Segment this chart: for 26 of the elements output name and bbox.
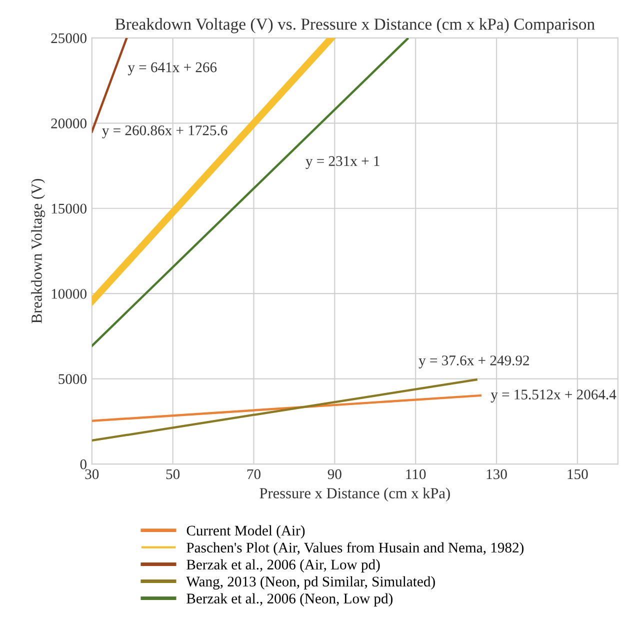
legend-label: Paschen's Plot (Air, Values from Husain and Nema, 1982) — [186, 542, 524, 556]
y-tick-label: 25000 — [51, 33, 86, 44]
x-tick-label: 70 — [247, 469, 260, 480]
chart-title: Breakdown Voltage (V) vs. Pressure x Distance (cm x kPa) Comparison — [115, 18, 595, 34]
x-tick-label: 150 — [568, 469, 588, 480]
annotation: y = 641x + 266 — [128, 62, 217, 76]
x-tick-label: 130 — [486, 469, 507, 480]
y-axis-title: Breakdown Voltage (V) — [31, 178, 46, 324]
y-tick-label: 10000 — [52, 288, 86, 299]
y-tick-label: 20000 — [51, 118, 86, 128]
y-tick-label: 15000 — [52, 204, 86, 214]
y-tick-label: 0 — [80, 459, 86, 470]
x-axis-title: Pressure x Distance (cm x kPa) — [260, 488, 450, 502]
legend-label: Wang, 2013 (Neon, pd Similar, Simulated) — [186, 576, 435, 590]
legend-label: Current Model (Air) — [186, 525, 305, 539]
x-tick-label: 30 — [85, 469, 99, 480]
x-tick-label: 50 — [166, 469, 180, 480]
annotation: y = 15.512x + 2064.4 — [490, 390, 616, 402]
legend-label: Berzak et al., 2006 (Air, Low pd) — [186, 559, 380, 572]
y-tick-label: 5000 — [58, 374, 86, 384]
annotation: y = 260.86x + 1725.6 — [102, 125, 228, 138]
x-tick-label: 90 — [328, 469, 342, 480]
annotation: y = 37.6x + 249.92 — [418, 356, 529, 368]
legend-label: Berzak et al., 2006 (Neon, Low pd) — [186, 593, 392, 606]
annotation: y = 231x + 1 — [306, 156, 380, 169]
x-tick-label: 110 — [406, 469, 426, 480]
